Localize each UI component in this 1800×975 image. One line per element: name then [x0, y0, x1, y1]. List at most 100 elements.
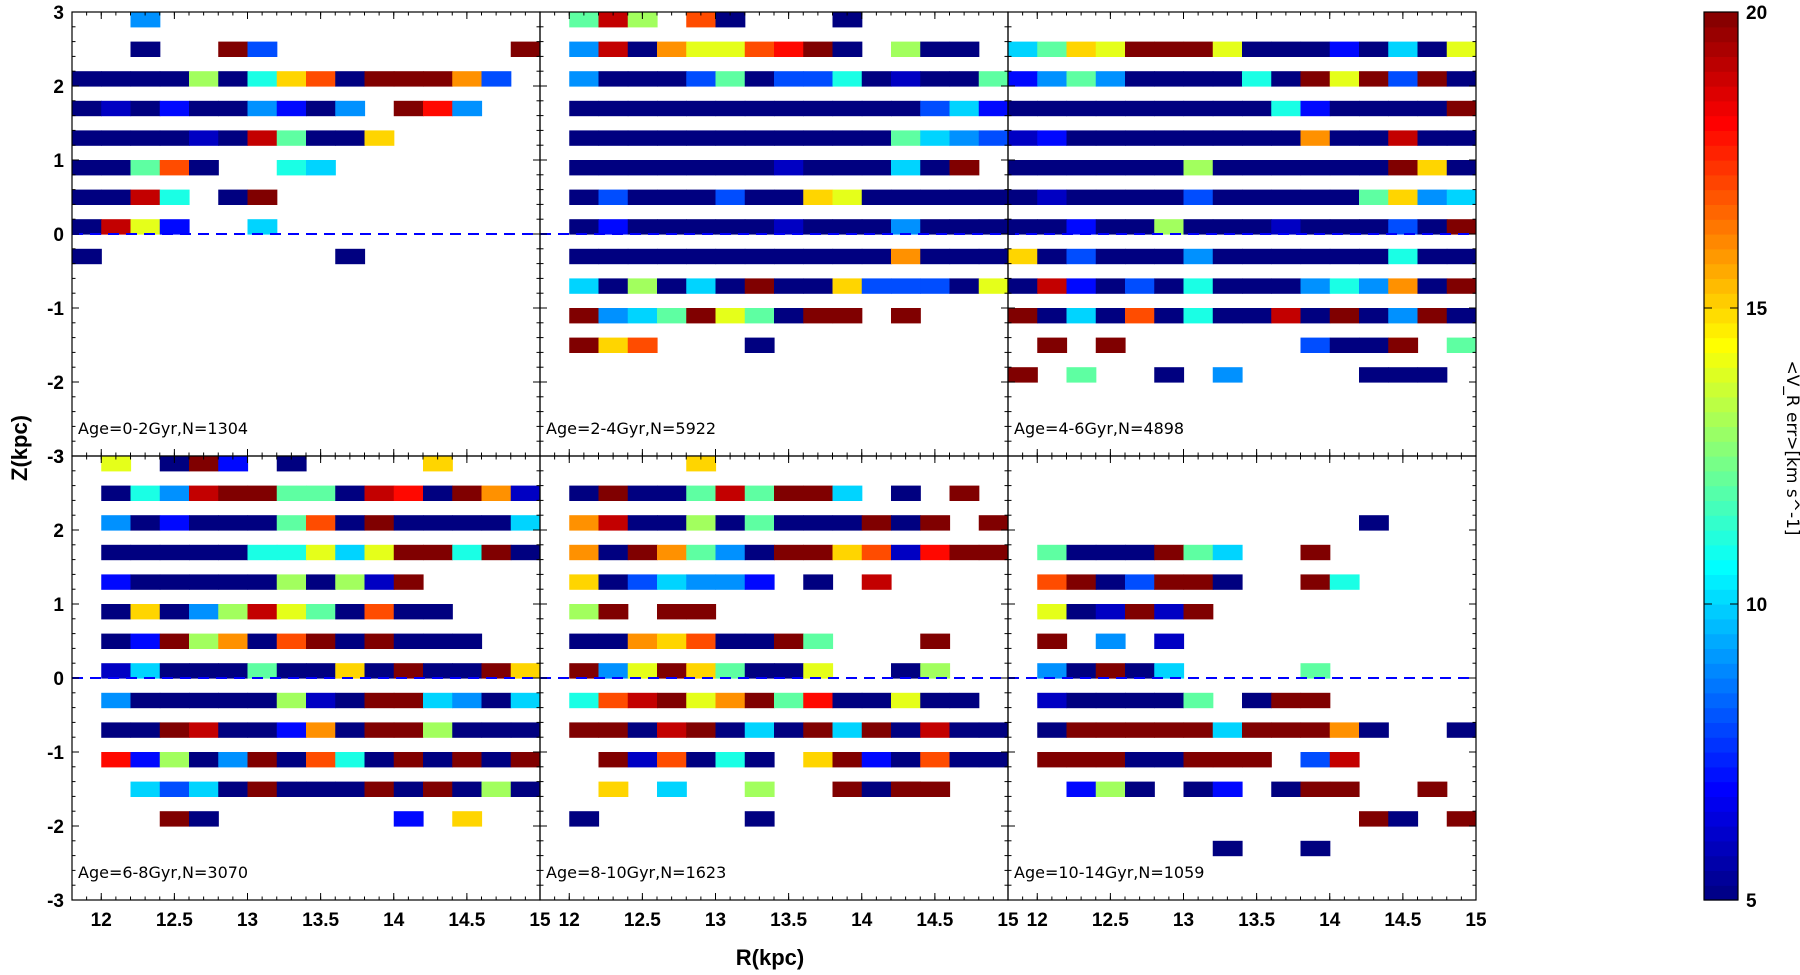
heatmap-cell — [218, 71, 249, 87]
heatmap-cell — [686, 12, 717, 28]
heatmap-cell — [803, 248, 834, 265]
heatmap-cell — [657, 604, 687, 620]
heatmap-cell — [1271, 278, 1302, 294]
heatmap-cell — [774, 100, 804, 117]
heatmap-cell — [130, 219, 161, 235]
heatmap-cell — [189, 160, 219, 176]
heatmap-cell — [1329, 71, 1360, 87]
heatmap-cell — [686, 692, 717, 709]
heatmap-cell — [774, 515, 804, 531]
heatmap-cell — [569, 278, 600, 294]
heatmap-cell — [1417, 308, 1448, 324]
heatmap-cell — [832, 189, 863, 205]
heatmap-cell — [1037, 130, 1068, 146]
heatmap-cell — [715, 663, 746, 679]
heatmap-cell — [1037, 71, 1068, 87]
colorbar-band — [1704, 100, 1738, 117]
heatmap-cell — [1476, 278, 1506, 293]
heatmap-cell — [1388, 367, 1419, 383]
heatmap-cell — [1037, 604, 1068, 620]
heatmap-cell — [598, 278, 629, 294]
heatmap-cell — [891, 722, 921, 738]
heatmap-cell — [306, 781, 336, 797]
heatmap-cell — [159, 692, 190, 709]
heatmap-cell — [306, 752, 336, 768]
heatmap-cell — [1242, 41, 1272, 57]
panel-age-label: Age=8-10Gyr,N=1623 — [546, 863, 726, 882]
heatmap-cell — [1242, 752, 1272, 768]
heatmap-cell — [744, 130, 775, 146]
heatmap-cell — [598, 781, 629, 797]
heatmap-cell — [920, 41, 951, 57]
heatmap-cell — [949, 189, 980, 205]
heatmap-cell — [101, 456, 132, 472]
heatmap-cell — [1212, 574, 1243, 590]
heatmap-cell — [715, 71, 746, 87]
colorbar-band — [1704, 322, 1738, 339]
heatmap-cell — [803, 71, 834, 87]
heatmap-cell — [1300, 722, 1331, 738]
heatmap-cell — [891, 752, 921, 768]
heatmap-cell — [276, 752, 307, 768]
heatmap-cell — [832, 781, 863, 797]
colorbar-band — [1704, 145, 1738, 161]
heatmap-cell — [189, 100, 219, 117]
heatmap-cell — [657, 248, 687, 265]
heatmap-cell — [803, 722, 834, 738]
heatmap-cell — [598, 337, 629, 353]
heatmap-cell — [452, 692, 483, 709]
heatmap-cell — [1095, 189, 1126, 205]
x-tick-label: 14 — [1319, 910, 1341, 931]
heatmap-cell — [920, 692, 951, 709]
heatmap-cell — [774, 248, 804, 265]
colorbar-band — [1704, 130, 1738, 146]
heatmap-cell — [1212, 278, 1243, 294]
heatmap-cell — [1212, 71, 1243, 87]
heatmap-cell — [540, 693, 570, 708]
heatmap-cell — [540, 486, 570, 501]
heatmap-cell — [1154, 160, 1185, 176]
heatmap-cell — [423, 692, 453, 709]
colorbar-band — [1704, 722, 1738, 738]
heatmap-cell — [159, 544, 190, 561]
heatmap-cell — [627, 752, 658, 768]
colorbar-band — [1704, 234, 1738, 250]
heatmap-cell — [101, 663, 132, 679]
heatmap-cell — [920, 71, 951, 87]
heatmap-cell — [891, 248, 921, 265]
heatmap-cell — [306, 574, 336, 590]
heatmap-cell — [627, 308, 658, 324]
heatmap-cell — [1652, 249, 1682, 264]
heatmap-cell — [1535, 71, 1565, 86]
heatmap-cell — [247, 544, 278, 561]
heatmap-cell — [774, 692, 804, 709]
heatmap-cell — [1125, 692, 1155, 709]
heatmap-cell — [1242, 71, 1272, 87]
heatmap-cell — [189, 544, 219, 561]
heatmap-cell — [130, 189, 161, 205]
heatmap-cell — [423, 71, 453, 87]
heatmap-cell — [920, 781, 951, 797]
heatmap-cell — [1212, 219, 1243, 235]
heatmap-cell — [510, 41, 540, 57]
heatmap-cell — [1271, 130, 1302, 146]
heatmap-cell — [598, 633, 629, 649]
heatmap-cell — [1125, 189, 1155, 205]
heatmap-cell — [1329, 574, 1360, 590]
heatmap-cell — [1271, 692, 1302, 709]
heatmap-cell — [891, 189, 921, 205]
heatmap-cell — [101, 574, 132, 590]
heatmap-cell — [1154, 248, 1185, 265]
heatmap-cell — [1359, 160, 1389, 176]
heatmap-cell — [1622, 278, 1652, 293]
heatmap-cell — [920, 663, 951, 679]
heatmap-cell — [949, 278, 980, 294]
heatmap-cell — [364, 130, 395, 146]
heatmap-cell — [1593, 42, 1623, 57]
heatmap-cell — [744, 692, 775, 709]
heatmap-cell — [1476, 722, 1506, 737]
heatmap-cell — [744, 71, 775, 87]
heatmap-cell — [364, 663, 395, 679]
heatmap-cell — [218, 752, 249, 768]
heatmap-cell — [774, 41, 804, 57]
